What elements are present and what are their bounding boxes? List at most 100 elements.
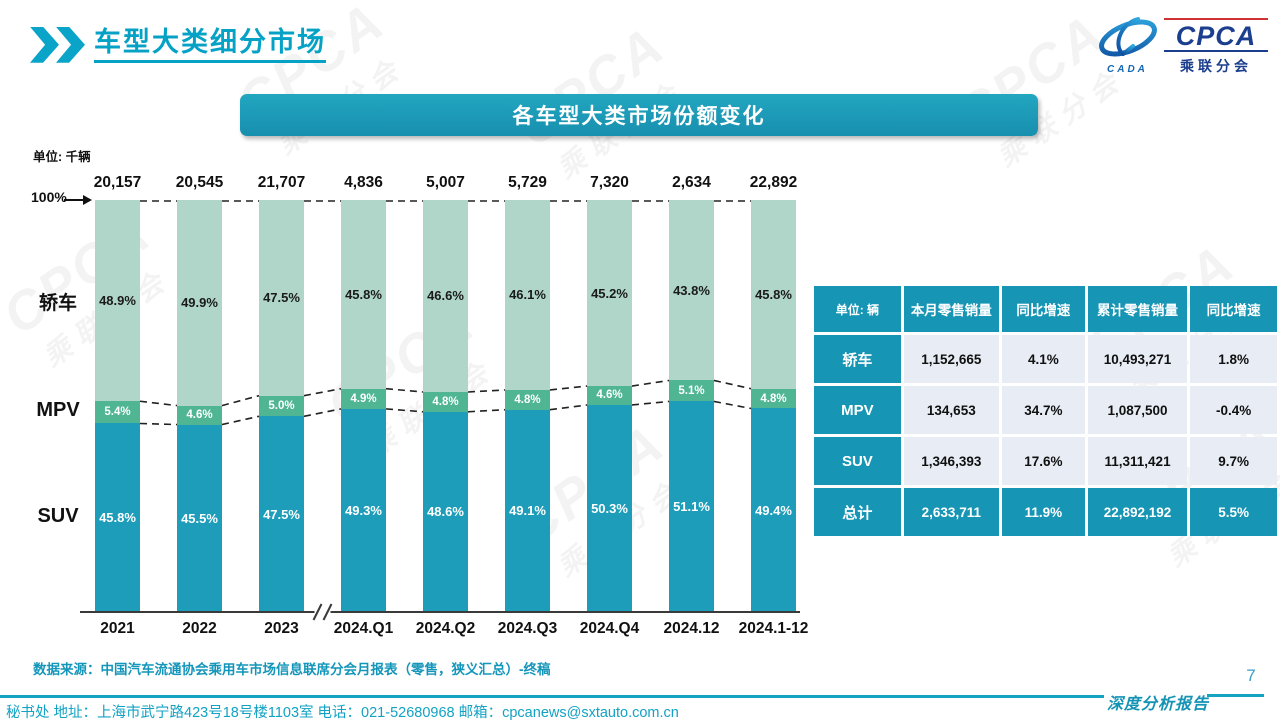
bar-segment-MPV-2022: 4.6% (177, 405, 222, 425)
bar-segment-轿车-2024.Q4: 45.2% (587, 200, 632, 387)
bar-total-2024.Q1: 4,836 (344, 174, 383, 191)
footer-contact: 秘书处 地址：上海市武宁路423号18号楼1103室 电话：021-526809… (6, 705, 679, 720)
bar-segment-MPV-2024.1-12: 4.8% (751, 388, 796, 409)
footer-divider (0, 695, 1104, 698)
series-label-SUV: SUV (37, 504, 79, 527)
segment-value-label: 45.8% (345, 286, 382, 302)
bar-total-2024.12: 2,634 (672, 174, 711, 191)
bar-segment-轿车-2021: 48.9% (95, 200, 140, 402)
x-axis-label-2024.Q1: 2024.Q1 (333, 620, 394, 637)
segment-value-label: 47.5% (263, 506, 300, 522)
logo-stripe (1164, 18, 1268, 20)
bar-segment-MPV-2024.Q4: 4.6% (587, 386, 632, 405)
segment-value-label: 4.6% (596, 389, 623, 402)
segment-value-label: 45.5% (181, 510, 218, 526)
segment-value-label: 49.1% (509, 503, 546, 519)
header: 车型大类细分市场 (30, 26, 326, 64)
bar-segment-轿车-2024.12: 43.8% (669, 200, 714, 381)
bar-total-2024.1-12: 22,892 (749, 174, 798, 191)
segment-value-label: 48.9% (99, 293, 136, 309)
segment-value-label: 4.6% (186, 409, 213, 422)
segment-value-label: 5.0% (268, 399, 295, 412)
x-axis-label-2024.Q2: 2024.Q2 (415, 620, 476, 637)
bar-segment-轿车-2024.Q1: 45.8% (341, 200, 386, 389)
cpca-logo-mark-icon: CADA (1099, 17, 1157, 74)
table-cell: 1,346,393 (903, 437, 999, 485)
x-axis-label-2022: 2022 (182, 620, 217, 637)
table-row-轿车: 轿车 1,152,665 4.1% 10,493,271 1.8% (814, 335, 1277, 383)
table-header-row: 单位: 辆本月零售销量 同比增速 累计零售销量 同比增速 (814, 286, 1277, 332)
bar-segment-SUV-2024.Q1: 49.3% (341, 408, 386, 612)
double-chevron-icon (30, 26, 85, 63)
table-cell: 1,152,665 (903, 335, 999, 383)
table-cell: 2,633,711 (903, 488, 999, 536)
page-title: 车型大类细分市场 (94, 26, 326, 64)
bar-segment-MPV-2021: 5.4% (95, 401, 140, 424)
bar-segment-SUV-2022: 45.5% (177, 424, 222, 612)
bar-total-2024.Q4: 7,320 (590, 174, 629, 191)
table-cell: 1.8% (1190, 335, 1277, 383)
table-cell: 34.7% (1001, 386, 1085, 434)
segment-value-label: 46.1% (509, 287, 546, 303)
bar-total-2024.Q2: 5,007 (426, 174, 465, 191)
table-header-cell: 本月零售销量 (903, 286, 999, 332)
series-label-MPV: MPV (36, 399, 80, 422)
table-cell: 17.6% (1001, 437, 1085, 485)
segment-value-label: 4.9% (350, 392, 377, 405)
x-axis-label-2024.1-12: 2024.1-12 (738, 620, 809, 637)
cpca-wordmark: CPCA (1175, 21, 1257, 51)
bar-segment-轿车-2023: 47.5% (259, 200, 304, 396)
bar-segment-轿车-2024.1-12: 45.8% (751, 200, 796, 389)
table-row-总计: 总计 2,633,711 11.9% 22,892,192 5.5% (814, 488, 1277, 536)
bar-segment-MPV-2024.Q2: 4.8% (423, 391, 468, 412)
bar-segment-SUV-2024.1-12: 49.4% (751, 408, 796, 612)
segment-value-label: 4.8% (432, 395, 459, 408)
bar-segment-MPV-2024.12: 5.1% (669, 380, 714, 402)
page-number: 7 (1246, 666, 1256, 685)
segment-value-label: 45.2% (591, 285, 628, 301)
data-source-note: 数据来源：中国汽车流通协会乘用车市场信息联席分会月报表（零售，狭义汇总）-终稿 (33, 662, 551, 677)
report-label-line (1207, 694, 1264, 697)
segment-value-label: 4.8% (760, 392, 787, 405)
chart-title: 各车型大类市场份额变化 (512, 105, 766, 128)
table-cell: 9.7% (1190, 437, 1277, 485)
bar-total-2021: 20,157 (93, 174, 142, 191)
bar-segment-SUV-2024.12: 51.1% (669, 401, 714, 612)
bar-segment-轿车-2024.Q2: 46.6% (423, 200, 468, 392)
logo-stripe (1164, 50, 1268, 52)
bar-total-2022: 20,545 (175, 174, 224, 191)
bar-segment-SUV-2023: 47.5% (259, 416, 304, 612)
table-cell: 22,892,192 (1087, 488, 1188, 536)
report-type-label: 深度分析报告 (1107, 694, 1210, 713)
bar-segment-轿车-2024.Q3: 46.1% (505, 200, 550, 390)
table-cell: 10,493,271 (1087, 335, 1188, 383)
x-axis-label-2021: 2021 (100, 620, 135, 637)
svg-text:CADA: CADA (1107, 64, 1148, 74)
cpca-logo: CADA CPCA 乘联分会 (1096, 14, 1268, 76)
chart-title-banner: 各车型大类市场份额变化 (240, 94, 1038, 136)
table-cell: -0.4% (1190, 386, 1277, 434)
bar-total-2024.Q3: 5,729 (508, 174, 547, 191)
table-cell: 134,653 (903, 386, 999, 434)
sales-table: 单位: 辆本月零售销量 同比增速 累计零售销量 同比增速 轿车 1,152,665 4.1%… (811, 283, 1280, 539)
table-cell: 4.1% (1001, 335, 1085, 383)
row-label: 轿车 (814, 335, 901, 383)
x-axis-label-2024.Q3: 2024.Q3 (497, 620, 558, 637)
segment-value-label: 45.8% (755, 286, 792, 302)
segment-value-label: 49.9% (181, 295, 218, 311)
bar-total-2023: 21,707 (257, 174, 306, 191)
table-row-SUV: SUV 1,346,393 17.6% 11,311,421 9.7% (814, 437, 1277, 485)
y-axis-100-label: 100% (31, 189, 67, 205)
segment-value-label: 45.8% (99, 510, 136, 526)
table-row-MPV: MPV 134,653 34.7% 1,087,500 -0.4% (814, 386, 1277, 434)
x-axis-label-2023: 2023 (264, 620, 299, 637)
table-header-cell: 单位: 辆 (814, 286, 901, 332)
segment-value-label: 4.8% (514, 393, 541, 406)
bar-segment-SUV-2024.Q3: 49.1% (505, 409, 550, 612)
arrow-right-icon (64, 195, 92, 205)
segment-value-label: 48.6% (427, 504, 464, 520)
cpca-subtitle: 乘联分会 (1180, 58, 1252, 74)
x-axis-label-2024.12: 2024.12 (663, 620, 720, 637)
table-cell: 1,087,500 (1087, 386, 1188, 434)
